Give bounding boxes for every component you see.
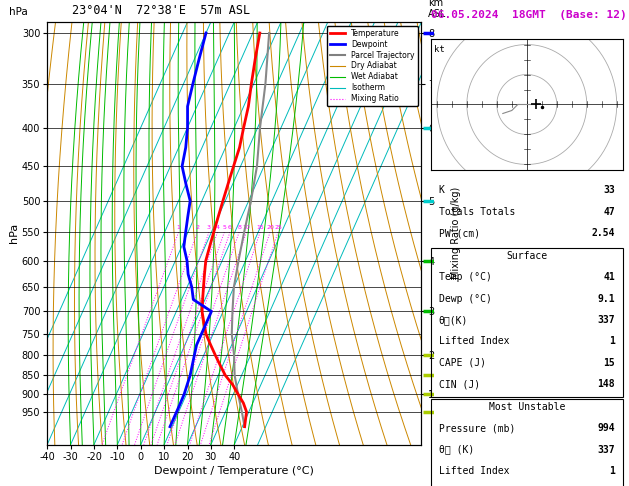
Text: 9.1: 9.1: [598, 294, 615, 304]
Text: 06.05.2024  18GMT  (Base: 12): 06.05.2024 18GMT (Base: 12): [431, 10, 626, 20]
Text: 994: 994: [598, 423, 615, 433]
Text: Mixing Ratio (g/kg): Mixing Ratio (g/kg): [451, 187, 461, 279]
Text: 20: 20: [266, 225, 274, 230]
Text: CIN (J): CIN (J): [438, 379, 480, 389]
Text: 337: 337: [598, 315, 615, 325]
Text: 23°04'N  72°38'E  57m ASL: 23°04'N 72°38'E 57m ASL: [72, 4, 250, 17]
Text: PW (cm): PW (cm): [438, 228, 480, 238]
Bar: [431, 399, 623, 486]
Text: km
ASL: km ASL: [428, 0, 446, 19]
Text: 1: 1: [177, 225, 181, 230]
Bar: [431, 248, 623, 397]
Text: kt: kt: [434, 45, 445, 53]
Text: Temp (°C): Temp (°C): [438, 272, 491, 282]
Text: 2.54: 2.54: [591, 228, 615, 238]
Text: 148: 148: [598, 379, 615, 389]
Text: θᴇ (K): θᴇ (K): [438, 445, 474, 454]
Text: Most Unstable: Most Unstable: [489, 402, 565, 412]
Text: 10: 10: [243, 225, 250, 230]
Y-axis label: hPa: hPa: [9, 223, 19, 243]
Text: θᴇ(K): θᴇ(K): [438, 315, 468, 325]
Text: 41: 41: [603, 272, 615, 282]
Text: 47: 47: [603, 207, 615, 217]
Text: K: K: [438, 186, 445, 195]
Text: CAPE (J): CAPE (J): [438, 358, 486, 368]
Legend: Temperature, Dewpoint, Parcel Trajectory, Dry Adiabat, Wet Adiabat, Isotherm, Mi: Temperature, Dewpoint, Parcel Trajectory…: [326, 26, 418, 106]
Text: 25: 25: [274, 225, 282, 230]
Text: Lifted Index: Lifted Index: [438, 336, 509, 347]
Text: hPa: hPa: [9, 7, 28, 17]
Text: 33: 33: [603, 186, 615, 195]
Text: 6: 6: [228, 225, 232, 230]
Text: 2: 2: [196, 225, 199, 230]
Text: Pressure (mb): Pressure (mb): [438, 423, 515, 433]
X-axis label: Dewpoint / Temperature (°C): Dewpoint / Temperature (°C): [154, 466, 314, 476]
Text: 1: 1: [609, 466, 615, 476]
Text: 3: 3: [207, 225, 211, 230]
Text: 5: 5: [222, 225, 226, 230]
Text: Totals Totals: Totals Totals: [438, 207, 515, 217]
Text: 4: 4: [216, 225, 220, 230]
Text: 8: 8: [237, 225, 241, 230]
Text: Dewp (°C): Dewp (°C): [438, 294, 491, 304]
Text: 1: 1: [609, 336, 615, 347]
Text: Lifted Index: Lifted Index: [438, 466, 509, 476]
Text: 15: 15: [256, 225, 264, 230]
Text: Surface: Surface: [506, 251, 547, 261]
Text: 15: 15: [603, 358, 615, 368]
Text: 337: 337: [598, 445, 615, 454]
